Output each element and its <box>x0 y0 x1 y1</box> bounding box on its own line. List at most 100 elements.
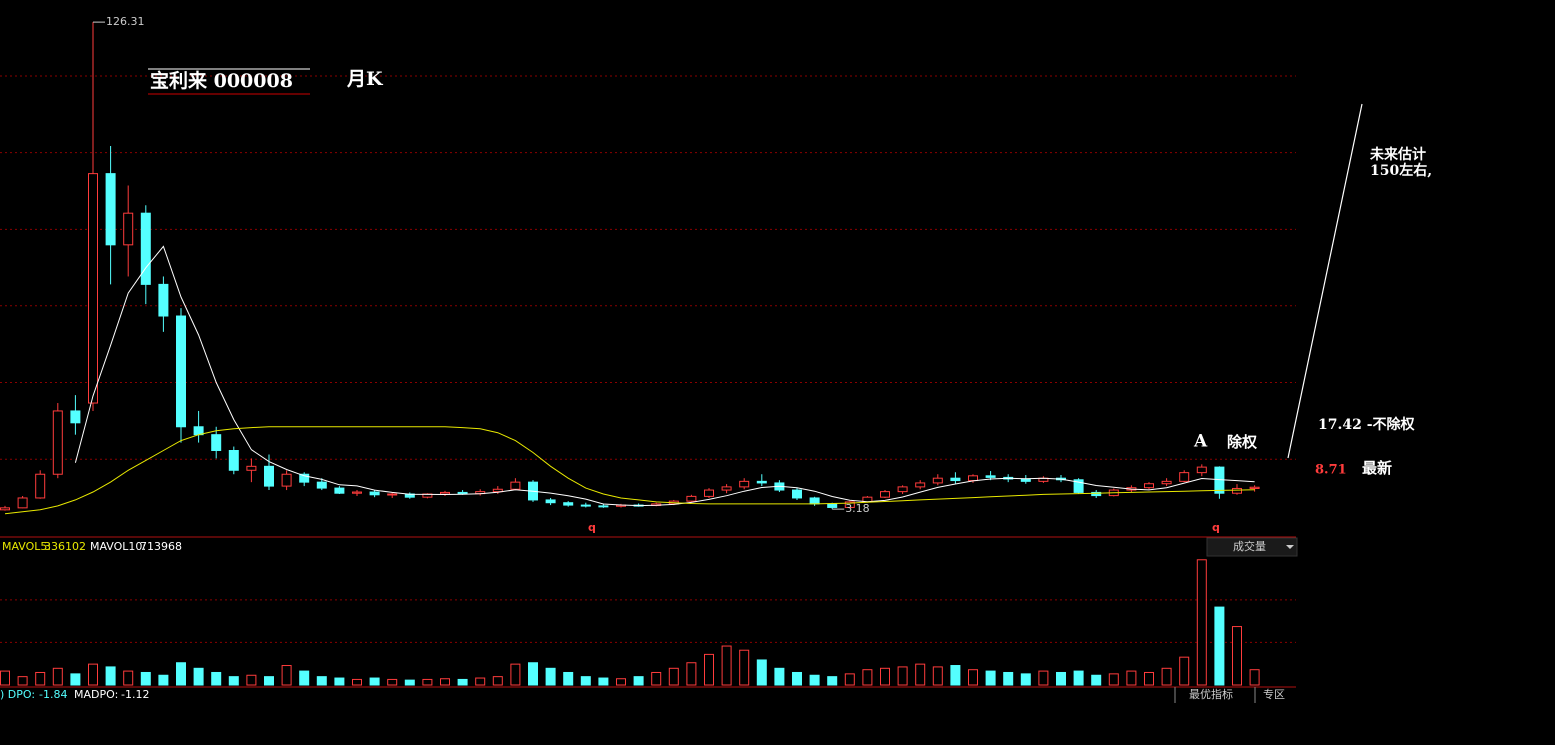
candle-body <box>985 475 996 478</box>
candle-body <box>492 488 503 493</box>
volume-bar <box>739 649 750 686</box>
annotation: 未来估计 <box>1370 146 1426 163</box>
volume-bar <box>580 676 591 686</box>
candle-body <box>52 410 63 475</box>
volume-bar <box>475 677 486 686</box>
volume-bar <box>932 666 943 686</box>
volume-bar <box>264 676 274 686</box>
low-label: 3.18 <box>845 502 870 515</box>
candle-body <box>1161 480 1172 485</box>
volume-bar <box>1144 671 1154 686</box>
volume-bar <box>598 677 609 686</box>
volume-bar <box>528 662 538 686</box>
volume-bar <box>563 671 574 686</box>
volume-bar <box>862 669 873 686</box>
moving-average <box>4 426 1255 515</box>
candle-body <box>756 480 767 484</box>
indicator-name: 成交量 <box>1233 539 1266 553</box>
volume-bar <box>70 673 81 686</box>
volume-bar <box>140 671 151 686</box>
volume-bar <box>827 676 838 686</box>
indicator-dropdown[interactable] <box>1206 537 1298 557</box>
latest-price: 8.71 <box>1315 463 1347 478</box>
volume-bar <box>756 659 767 686</box>
candle-body <box>123 212 134 246</box>
candle-body <box>352 491 362 494</box>
candle-body <box>968 475 978 482</box>
candle-body <box>1091 491 1102 497</box>
volume-bar <box>404 679 415 686</box>
candle-body <box>563 502 574 506</box>
volume-bar <box>774 667 785 686</box>
legend-label: MAVOL5: <box>2 540 51 553</box>
candle-body <box>1179 472 1190 482</box>
volume-bar <box>950 665 961 686</box>
volume-bar <box>915 663 926 686</box>
volume-bar <box>246 674 257 686</box>
volume-bar <box>704 653 714 686</box>
candle-body <box>316 481 327 489</box>
volume-bar <box>211 671 222 686</box>
volume-bar <box>369 677 380 686</box>
volume-bar <box>123 670 134 686</box>
tab[interactable]: 专区 <box>1263 687 1285 701</box>
tab[interactable]: 最优指标 <box>1189 687 1233 701</box>
high-label: 126.31 <box>106 15 145 28</box>
candle-body <box>70 410 81 424</box>
volume-bar <box>52 667 63 686</box>
volume-bar <box>616 678 626 686</box>
volume-bar <box>316 676 327 686</box>
volume-bar <box>809 674 820 686</box>
candle-body <box>299 473 310 483</box>
dpo-label: ) DPO: <box>0 688 35 701</box>
candle-body <box>457 491 468 495</box>
volume-bar <box>1056 671 1066 686</box>
candle-body <box>228 450 239 471</box>
volume-bar <box>457 678 468 686</box>
candle-body <box>0 507 10 511</box>
madpo-value: -1.12 <box>121 688 149 701</box>
candle-body <box>158 283 169 317</box>
volume-bar <box>1214 606 1225 686</box>
volume-bar <box>88 663 98 686</box>
volume-bar <box>193 667 204 686</box>
annotation: 17.42 -不除权 <box>1318 416 1416 433</box>
candle-body <box>809 497 820 505</box>
candle-body <box>35 473 46 499</box>
volume-bar <box>17 676 28 686</box>
candle-body <box>17 497 28 509</box>
candle-body <box>88 173 98 404</box>
candle-body <box>211 434 222 452</box>
candle-body <box>915 482 926 488</box>
volume-bar <box>176 662 186 686</box>
annotation: 除权 <box>1227 433 1258 451</box>
volume-bar <box>422 678 433 686</box>
candle-body <box>281 473 292 487</box>
candle-body <box>704 489 714 497</box>
chart-title: 宝利来 000008 <box>150 69 293 92</box>
volume-bar <box>721 645 732 686</box>
candle-body <box>880 491 890 498</box>
candle-body <box>246 465 257 471</box>
volume-bar <box>228 676 239 686</box>
candle-body <box>510 481 521 490</box>
candle-body <box>1249 486 1260 489</box>
volume-bar <box>158 674 169 686</box>
annotation: 150左右, <box>1370 162 1432 179</box>
volume-bar <box>1161 667 1172 686</box>
dropdown-arrow <box>1286 545 1294 549</box>
moving-average <box>74 245 1255 507</box>
volume-bar <box>633 676 644 686</box>
candle-body <box>1196 466 1207 474</box>
volume-bar <box>352 678 362 686</box>
legend-value: 336102 <box>44 540 86 553</box>
volume-bar <box>1196 559 1207 686</box>
volume-bar <box>299 670 310 686</box>
volume-bar <box>0 670 10 686</box>
period: 月K <box>346 68 384 90</box>
volume-bar <box>1020 673 1031 686</box>
candle-body <box>140 212 151 285</box>
candle-body <box>176 315 186 428</box>
